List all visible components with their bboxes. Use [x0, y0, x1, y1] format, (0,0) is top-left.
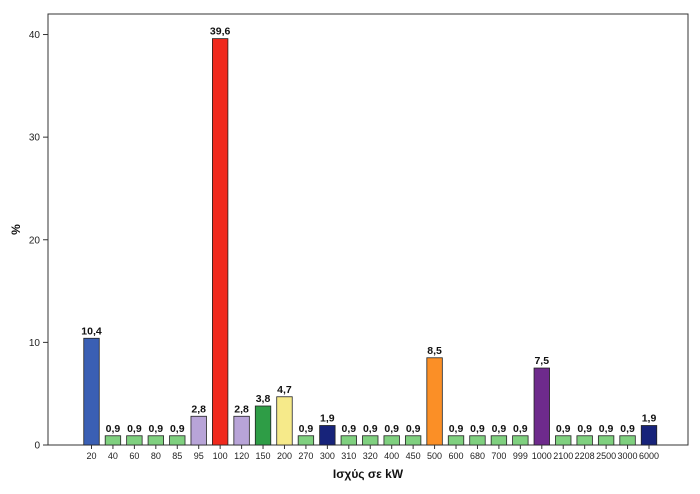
data-label: 2,8 [191, 403, 206, 415]
y-tick-label: 40 [29, 30, 41, 41]
data-label: 0,9 [492, 423, 507, 435]
x-tick-label: 200 [277, 451, 292, 461]
data-label: 0,9 [449, 423, 464, 435]
data-label: 0,9 [470, 423, 485, 435]
bar [254, 405, 272, 446]
bar [619, 435, 636, 446]
y-tick-label: 0 [34, 441, 40, 452]
bar [404, 435, 422, 446]
bar [469, 435, 486, 446]
data-label: 0,9 [127, 423, 142, 435]
x-tick-label: 320 [363, 451, 378, 461]
bar [276, 396, 293, 446]
data-label: 39,6 [210, 26, 231, 38]
data-label: 0,9 [106, 423, 121, 435]
bar [490, 435, 508, 446]
bar [340, 435, 357, 446]
bar [297, 435, 315, 446]
y-tick-label: 30 [29, 133, 41, 144]
data-label: 2,8 [234, 403, 249, 415]
x-tick-label: 120 [234, 451, 249, 461]
x-tick-label: 2100 [553, 451, 573, 461]
bar [576, 435, 593, 446]
bar [104, 435, 122, 446]
bar [126, 435, 143, 446]
data-label: 7,5 [534, 355, 549, 367]
data-label: 0,9 [342, 423, 357, 435]
bar [212, 38, 229, 446]
bar [383, 435, 400, 446]
x-tick-label: 1000 [532, 451, 552, 461]
bar [447, 435, 465, 446]
y-axis-title: % [9, 224, 23, 235]
x-tick-label: 100 [213, 451, 228, 461]
data-label: 0,9 [149, 423, 164, 435]
bar [533, 367, 550, 446]
data-label: 3,8 [256, 393, 271, 405]
x-tick-label: 85 [172, 451, 182, 461]
bar [83, 337, 100, 446]
data-label: 8,5 [427, 345, 442, 357]
x-tick-label: 500 [427, 451, 442, 461]
x-tick-label: 3000 [618, 451, 638, 461]
bar [147, 435, 164, 446]
data-label: 0,9 [513, 423, 528, 435]
bar [512, 435, 529, 446]
data-label: 0,9 [620, 423, 635, 435]
x-tick-label: 40 [108, 451, 118, 461]
x-tick-label: 2208 [575, 451, 595, 461]
x-tick-label: 400 [384, 451, 399, 461]
y-tick-label: 10 [29, 338, 41, 349]
x-tick-label: 700 [491, 451, 506, 461]
data-label: 0,9 [299, 423, 314, 435]
bar [640, 425, 658, 446]
y-tick-label: 20 [29, 235, 41, 246]
data-label: 4,7 [277, 384, 292, 396]
x-tick-label: 6000 [639, 451, 659, 461]
x-tick-label: 450 [406, 451, 421, 461]
data-label: 0,9 [384, 423, 399, 435]
x-tick-label: 150 [256, 451, 271, 461]
data-label: 10,4 [81, 325, 102, 337]
data-label: 1,9 [642, 413, 657, 425]
x-tick-label: 95 [194, 451, 204, 461]
data-label: 0,9 [599, 423, 614, 435]
x-tick-label: 20 [86, 451, 96, 461]
bars: 10,4 0,9 0,9 0,9 0,9 2,8 39,6 2,8 3,8 4,7 0,9 1,9 0,… [81, 26, 658, 446]
data-label: 0,9 [556, 423, 571, 435]
bar [233, 415, 250, 446]
plot-frame [47, 13, 689, 446]
data-label: 0,9 [363, 423, 378, 435]
data-label: 0,9 [577, 423, 592, 435]
bar [169, 435, 186, 446]
data-label: 0,9 [406, 423, 421, 435]
data-label: 1,9 [320, 413, 335, 425]
x-tick-label: 680 [470, 451, 485, 461]
bar [190, 415, 207, 446]
x-tick-label: 310 [341, 451, 356, 461]
x-tick-label: 600 [449, 451, 464, 461]
x-tick-label: 60 [129, 451, 139, 461]
x-axis: 20 40 60 80 85 95 100 120 150 200 270 300 310 320 400 4… [86, 445, 659, 461]
x-tick-label: 999 [513, 451, 528, 461]
x-tick-label: 80 [151, 451, 161, 461]
bar [555, 435, 572, 446]
bar [426, 357, 443, 446]
bar [597, 435, 615, 446]
bar [362, 435, 379, 446]
data-label: 0,9 [170, 423, 185, 435]
x-tick-label: 270 [298, 451, 313, 461]
y-axis: 0 10 20 30 40 [29, 13, 689, 452]
bar [319, 425, 336, 446]
x-axis-title: Ισχύς σε kW [333, 467, 404, 481]
x-tick-label: 2500 [596, 451, 616, 461]
x-tick-label: 300 [320, 451, 335, 461]
